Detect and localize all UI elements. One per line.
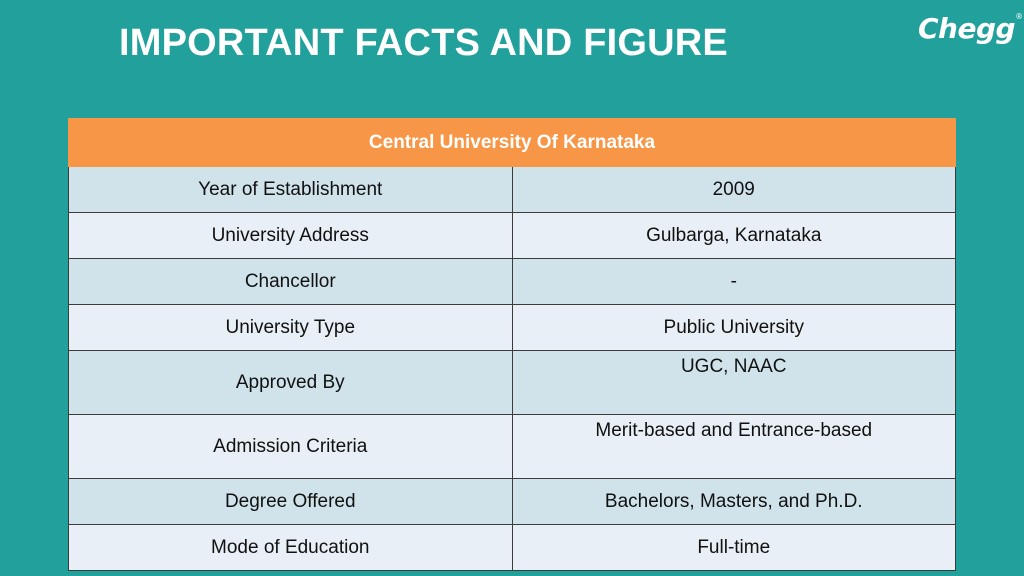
row-label: Admission Criteria (68, 414, 513, 479)
row-value: Bachelors, Masters, and Ph.D. (511, 478, 956, 525)
row-value: - (511, 258, 956, 305)
logo-text: Chegg (918, 12, 1016, 45)
table-header-row: Central University Of Karnataka (68, 118, 956, 167)
row-label: University Type (68, 304, 513, 351)
row-label: Chancellor (68, 258, 513, 305)
table-row: Degree Offered Bachelors, Masters, and P… (68, 478, 956, 525)
row-value: Gulbarga, Karnataka (511, 212, 956, 259)
table-row: Approved By UGC, NAAC (68, 350, 956, 415)
chegg-logo: Chegg® (918, 12, 1023, 45)
row-label: Mode of Education (68, 524, 513, 571)
row-value: 2009 (511, 166, 956, 213)
facts-table: Central University Of Karnataka Year of … (68, 118, 956, 571)
registered-mark: ® (1015, 12, 1023, 21)
table-row: University Type Public University (68, 304, 956, 351)
row-value: UGC, NAAC (511, 350, 956, 415)
table-row: Year of Establishment 2009 (68, 166, 956, 213)
row-value: Public University (511, 304, 956, 351)
row-label: University Address (68, 212, 513, 259)
row-label: Degree Offered (68, 478, 513, 525)
table-heading: Central University Of Karnataka (68, 118, 956, 167)
table-row: Admission Criteria Merit-based and Entra… (68, 414, 956, 479)
page-title: IMPORTANT FACTS AND FIGURE (119, 22, 728, 64)
row-value: Full-time (511, 524, 956, 571)
table-row: University Address Gulbarga, Karnataka (68, 212, 956, 259)
table-row: Chancellor - (68, 258, 956, 305)
table-row: Mode of Education Full-time (68, 524, 956, 571)
row-value: Merit-based and Entrance-based (511, 414, 956, 479)
row-label: Approved By (68, 350, 513, 415)
row-label: Year of Establishment (68, 166, 513, 213)
